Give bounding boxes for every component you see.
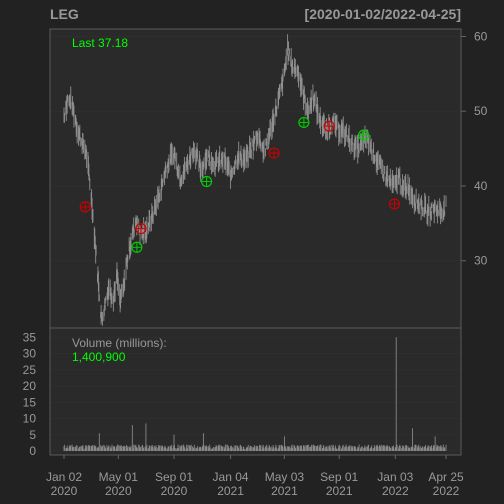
price-tick-label: 50 xyxy=(474,104,488,118)
volume-panel xyxy=(50,328,461,455)
date-tick-year: 2022 xyxy=(382,484,409,498)
volume-tick-label: 10 xyxy=(23,412,37,426)
date-tick-year: 2020 xyxy=(51,484,78,498)
sell-signal-marker xyxy=(388,198,401,210)
volume-label: Volume (millions): xyxy=(72,336,167,350)
chart-symbol: LEG xyxy=(50,6,79,22)
sell-signal-marker xyxy=(135,222,147,235)
volume-tick-label: 25 xyxy=(23,363,37,377)
price-tick-label: 40 xyxy=(474,179,488,193)
date-tick-year: 2021 xyxy=(217,484,244,498)
price-candles xyxy=(63,34,447,326)
date-tick-label: Sep 01 xyxy=(320,470,358,484)
volume-tick-label: 30 xyxy=(23,347,37,361)
date-tick-label: Sep 01 xyxy=(155,470,193,484)
date-tick-year: 2022 xyxy=(433,484,460,498)
buy-signal-marker xyxy=(200,175,213,188)
sell-signal-marker xyxy=(268,147,280,159)
volume-tick-label: 20 xyxy=(23,379,37,393)
date-tick-year: 2020 xyxy=(161,484,188,498)
volume-tick-label: 15 xyxy=(23,395,37,409)
date-tick-year: 2020 xyxy=(105,484,132,498)
price-axis: 30 40 50 60 xyxy=(461,29,488,268)
volume-panel-frame xyxy=(49,327,462,456)
volume-value: 1,400,900 xyxy=(72,350,126,364)
date-tick-label: May 01 xyxy=(99,470,139,484)
price-tick-label: 60 xyxy=(474,29,488,43)
date-tick-label: May 03 xyxy=(265,470,305,484)
volume-tick-label: 5 xyxy=(29,428,36,442)
volume-axis: 0 5 10 15 20 25 30 35 xyxy=(23,330,37,458)
sell-signal-marker xyxy=(79,201,91,213)
price-panel xyxy=(50,29,461,328)
buy-signal-marker xyxy=(131,241,143,253)
volume-bars xyxy=(63,337,447,451)
date-tick-year: 2021 xyxy=(271,484,298,498)
buy-signal-marker xyxy=(358,129,370,141)
date-tick-label: Apr 25 xyxy=(428,470,464,484)
volume-tick-label: 35 xyxy=(23,330,37,344)
date-tick-label: Jan 03 xyxy=(377,470,413,484)
chart-date-range: [2020-01-02/2022-04-25] xyxy=(305,6,461,22)
volume-tick-label: 0 xyxy=(29,444,36,458)
sell-signal-marker xyxy=(323,120,335,132)
date-tick-year: 2021 xyxy=(326,484,353,498)
price-tick-label: 30 xyxy=(474,254,488,268)
signal-markers xyxy=(79,116,401,253)
date-tick-label: Jan 04 xyxy=(213,470,249,484)
last-price-label: Last 37.18 xyxy=(72,36,128,50)
price-grid xyxy=(50,35,461,262)
buy-signal-marker xyxy=(298,116,310,129)
date-tick-label: Jan 02 xyxy=(46,470,82,484)
